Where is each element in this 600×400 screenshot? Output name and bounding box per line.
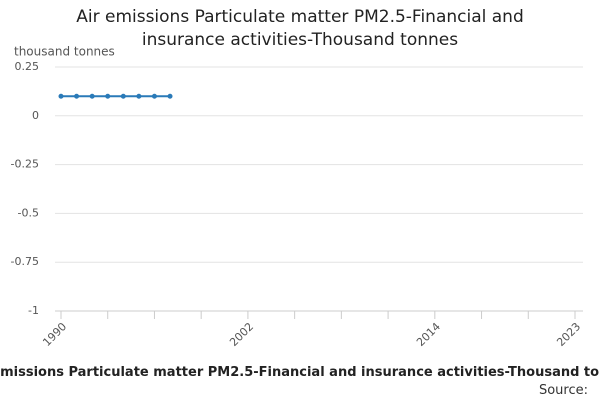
point bbox=[58, 93, 64, 99]
point bbox=[167, 93, 173, 99]
y-tick-label: 0 bbox=[32, 109, 39, 122]
y-axis-label: thousand tonnes bbox=[14, 45, 115, 59]
point bbox=[105, 93, 111, 99]
point bbox=[89, 93, 95, 99]
x-tick-label: 2014 bbox=[414, 320, 443, 349]
y-tick-label: -1 bbox=[28, 304, 39, 317]
point bbox=[74, 93, 80, 99]
y-tick-label: -0.25 bbox=[11, 158, 39, 171]
x-tick-label: 1990 bbox=[40, 320, 69, 349]
y-tick-label: 0.25 bbox=[15, 60, 40, 73]
point bbox=[136, 93, 142, 99]
point bbox=[120, 93, 126, 99]
x-tick-label: 2002 bbox=[227, 320, 256, 349]
point bbox=[151, 93, 157, 99]
source: Source: bbox=[538, 383, 588, 398]
chart-title: Air emissions Particulate matter PM2.5-F… bbox=[76, 7, 524, 50]
y-tick-label: -0.75 bbox=[11, 255, 39, 268]
x-tick-label: 2023 bbox=[554, 320, 583, 349]
caption: Air emissions Particulate matter PM2.5-F… bbox=[0, 365, 600, 380]
y-tick-label: -0.5 bbox=[18, 206, 39, 219]
